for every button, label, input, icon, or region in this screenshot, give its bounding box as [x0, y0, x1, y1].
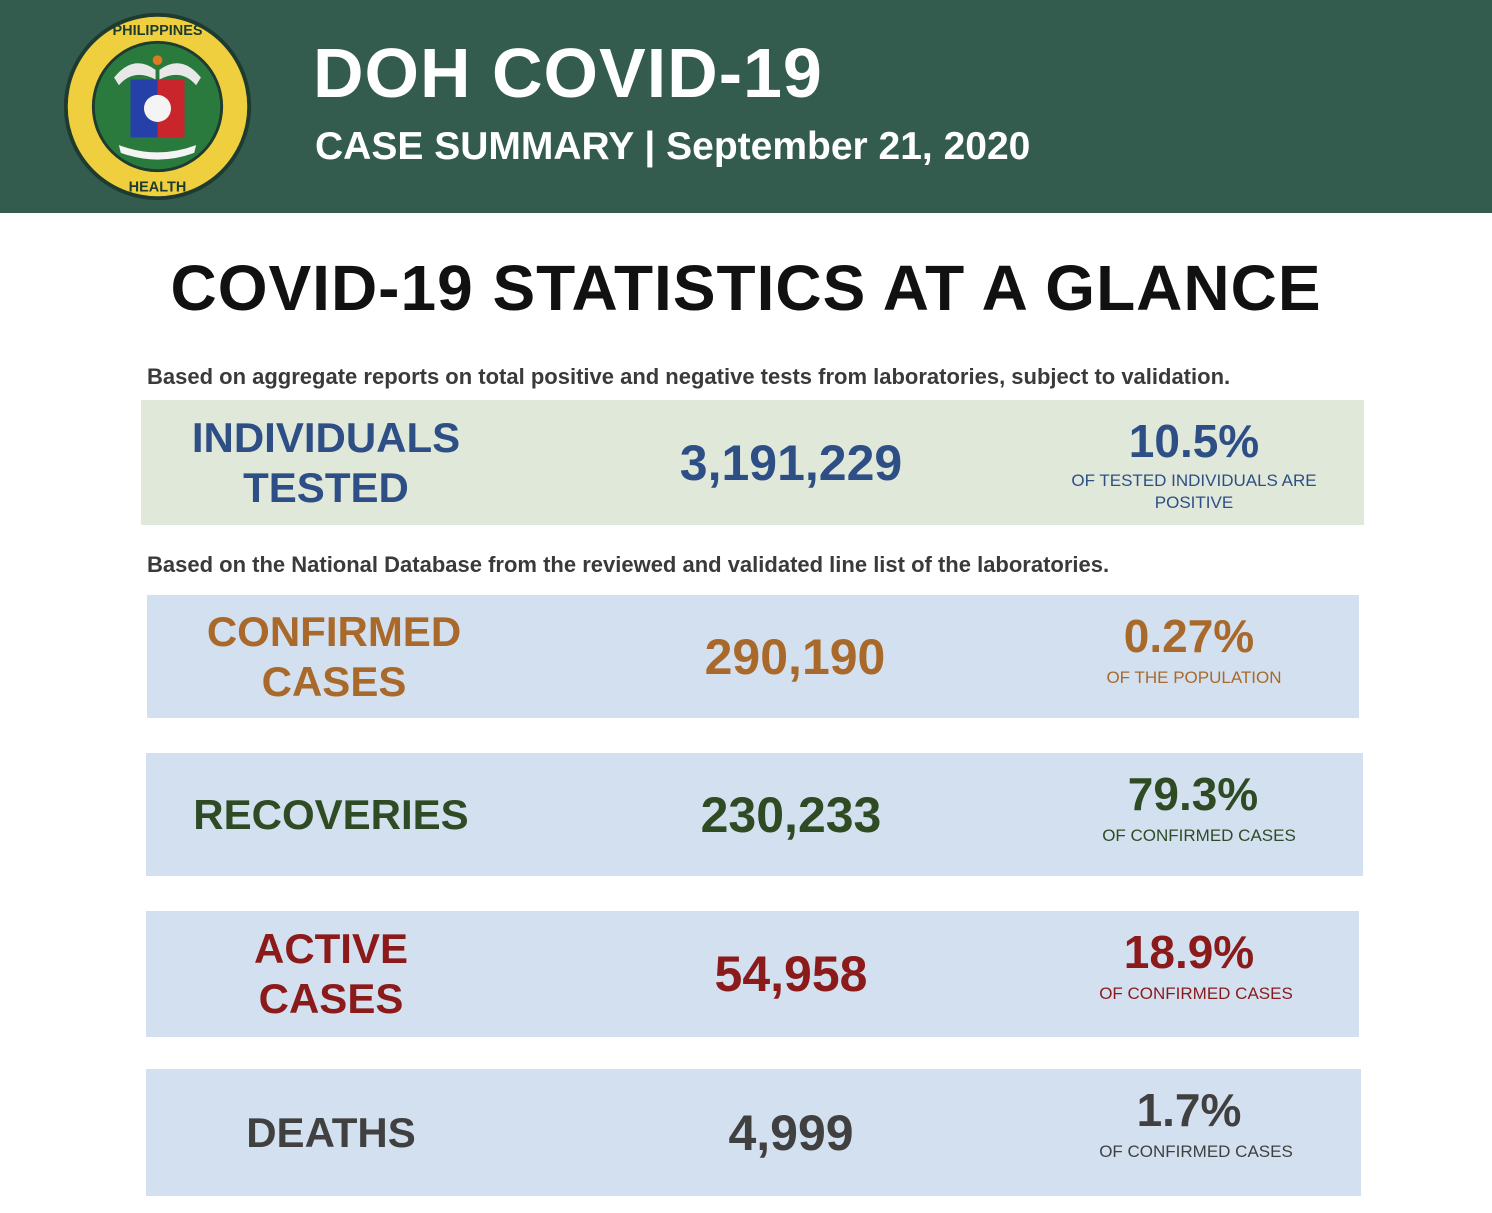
card-caption: OF CONFIRMED CASES: [1102, 826, 1296, 845]
card-percent: 1.7%: [1136, 1084, 1242, 1136]
card-label: RECOVERIES: [193, 790, 469, 838]
database-note: Based on the National Database from the …: [147, 552, 1110, 577]
card-caption: OF TESTED INDIVIDUALS ARE POSITIVE: [1071, 471, 1317, 512]
page-title: COVID-19 STATISTICS AT A GLANCE: [170, 252, 1322, 324]
card-percent: 79.3%: [1127, 768, 1259, 820]
svg-text:HEALTH: HEALTH: [129, 179, 187, 195]
card-value: 54,958: [714, 946, 868, 1002]
card-percent: 18.9%: [1123, 926, 1255, 978]
doh-seal-logo: PHILIPPINES HEALTH: [63, 12, 252, 201]
svg-text:PHILIPPINES: PHILIPPINES: [112, 23, 202, 39]
tested-note: Based on aggregate reports on total posi…: [147, 364, 1231, 389]
card-label: INDIVIDUALS TESTED: [191, 413, 461, 511]
card-percent: 0.27%: [1123, 610, 1255, 662]
card-recoveries: RECOVERIES 230,233 79.3% OF CONFIRMED CA…: [146, 753, 1363, 876]
card-value: 290,190: [704, 628, 886, 685]
header-subtitle: CASE SUMMARY | September 21, 2020: [315, 125, 1031, 168]
card-caption: OF THE POPULATION: [1106, 668, 1282, 687]
card-label: ACTIVE CASES: [253, 925, 408, 1022]
card-percent: 10.5%: [1128, 415, 1260, 467]
card-confirmed-cases: CONFIRMED CASES 290,190 0.27% OF THE POPU…: [147, 595, 1359, 718]
card-value: 4,999: [728, 1104, 854, 1161]
card-value: 230,233: [700, 786, 882, 843]
card-caption: OF CONFIRMED CASES: [1099, 1142, 1293, 1161]
header-banner: PHILIPPINES HEALTH DOH COVID-19 CASE SUM…: [0, 0, 1492, 213]
card-active-cases: ACTIVE CASES 54,958 18.9% OF CONFIRMED CA…: [146, 911, 1359, 1037]
header-title: DOH COVID-19: [313, 34, 823, 112]
card-deaths: DEATHS 4,999 1.7% OF CONFIRMED CASES: [146, 1069, 1361, 1196]
card-caption: OF CONFIRMED CASES: [1099, 984, 1293, 1003]
card-individuals-tested: INDIVIDUALS TESTED 3,191,229 10.5% OF TES…: [141, 400, 1364, 525]
card-label: DEATHS: [246, 1108, 416, 1156]
card-label: CONFIRMED CASES: [206, 607, 462, 705]
card-value: 3,191,229: [679, 434, 903, 491]
